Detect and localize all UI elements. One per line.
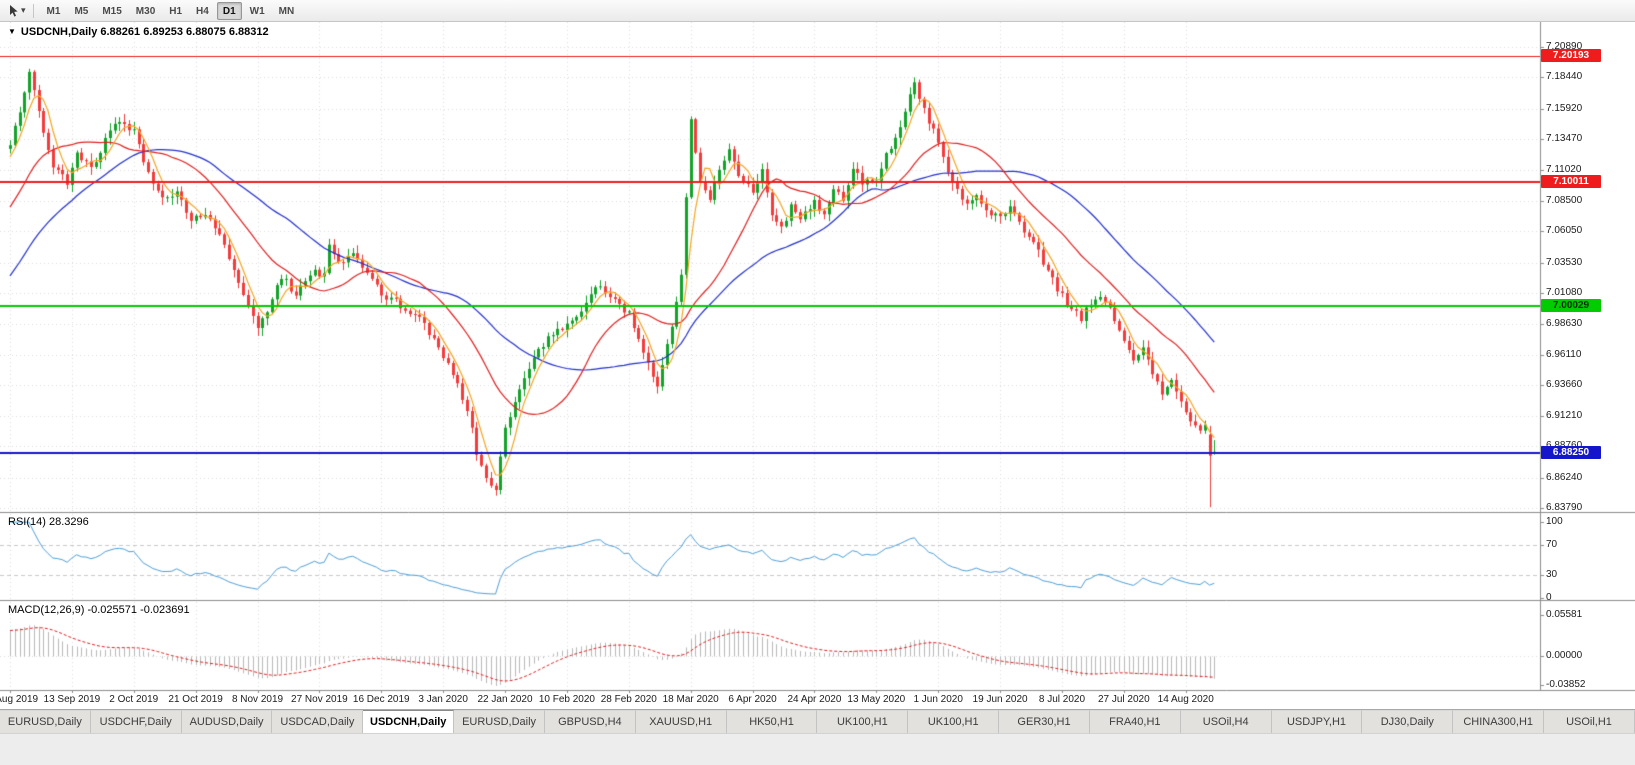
date-axis-label: 27 Jul 2020 [1097, 694, 1150, 705]
hline-price-tag: 7.10011 [1541, 175, 1601, 189]
price-axis-label: 7.15920 [1546, 102, 1583, 114]
timeframe-button-w1[interactable]: W1 [249, 5, 265, 17]
timeframe-button-d1[interactable]: D1 [216, 1, 242, 20]
chart-tab-xauusd-h1[interactable]: XAUUSD,H1 [635, 710, 727, 733]
price-axis-label: 6.98630 [1546, 317, 1583, 329]
rsi-level-label: 30 [1546, 569, 1558, 581]
chart-menu-icon[interactable]: ▼ [8, 27, 16, 36]
timeframe-button-m15[interactable]: M15 [102, 5, 122, 17]
price-axis-label: 6.91210 [1546, 409, 1583, 421]
price-axis-label: 6.96110 [1546, 348, 1582, 360]
status-bar [0, 733, 1635, 765]
timeframe-button-h4[interactable]: H4 [196, 5, 209, 17]
date-axis-label: 10 Feb 2020 [538, 694, 595, 705]
date-axis-label: 8 Jul 2020 [1038, 694, 1086, 705]
price-axis-label: 7.20890 [1546, 41, 1583, 52]
timeframe-button-m30[interactable]: M30 [135, 5, 156, 17]
dropdown-caret-icon: ▾ [21, 5, 26, 15]
date-axis-label: 13 May 2020 [847, 694, 906, 705]
price-axis-label: 7.08500 [1546, 194, 1583, 206]
chart-tab-uk100-h1[interactable]: UK100,H1 [908, 710, 1000, 733]
date-axis-label: 2 Oct 2019 [109, 694, 159, 705]
chart-tabs: EURUSD,Daily USDCHF,Daily AUDUSD,Daily USDC… [0, 709, 1635, 733]
chart-tab-audusd-daily[interactable]: AUDUSD,Daily [181, 710, 273, 733]
chart-title-bar: ▼ USDCNH,Daily 6.88261 6.89253 6.88075 6.… [8, 26, 269, 38]
price-axis-label: 6.93660 [1546, 379, 1583, 391]
timeframe-button-m5[interactable]: M5 [74, 5, 89, 17]
top-toolbar: ▾ M1 M5 M15 M30 H1 H4 D1 W1 MN [0, 0, 1635, 22]
pointer-icon [10, 4, 18, 17]
price-axis-label: 6.83790 [1546, 502, 1583, 513]
date-axis-label: 13 Sep 2019 [43, 694, 101, 705]
rsi-level-label: 70 [1546, 538, 1558, 550]
rsi-level-label: 100 [1546, 516, 1563, 527]
rsi-level-label: 0 [1546, 592, 1552, 603]
date-axis-label: 14 Aug 2020 [1157, 694, 1214, 705]
chart-tab-eurusd-daily[interactable]: EURUSD,Daily [454, 710, 545, 733]
hline-price-tag: 7.20193 [1541, 48, 1601, 62]
macd-level-label: 0.05581 [1546, 609, 1583, 620]
price-axis-label: 7.03530 [1546, 256, 1583, 268]
timeframe-buttons: M1 M5 M15 M30 H1 H4 D1 W1 MN [40, 1, 302, 20]
chart-tab-china300-h1[interactable]: CHINA300,H1 [1453, 710, 1545, 733]
hline-price-tag: 7.00029 [1541, 299, 1601, 313]
price-axis-label: 7.01080 [1546, 287, 1583, 299]
price-axis-label: 7.06050 [1546, 225, 1583, 237]
date-axis-label: 19 Jun 2020 [972, 694, 1028, 705]
price-axis-label: 7.11020 [1546, 163, 1582, 175]
date-axis-label: 28 Feb 2020 [600, 694, 657, 705]
chart-canvas[interactable] [0, 22, 1635, 709]
chart-tab-dj30-daily[interactable]: DJ30,Daily [1362, 710, 1454, 733]
chart-window: ▼ USDCNH,Daily 6.88261 6.89253 6.88075 6.… [0, 22, 1635, 709]
chart-tab-uk100-h1[interactable]: UK100,H1 [817, 710, 909, 733]
date-axis-label: 27 Nov 2019 [291, 694, 348, 705]
date-axis-label: 6 Apr 2020 [728, 694, 777, 705]
date-axis-label: 1 Jun 2020 [913, 694, 963, 705]
chart-tab-usdcad-daily[interactable]: USDCAD,Daily [272, 710, 364, 733]
date-axis-label: 8 Nov 2019 [231, 694, 284, 705]
macd-indicator-label: MACD(12,26,9) -0.025571 -0.023691 [8, 604, 190, 616]
date-axis-label: 18 Mar 2020 [662, 694, 719, 705]
chart-tab-usdjpy-h1[interactable]: USDJPY,H1 [1271, 710, 1363, 733]
date-axis-label: 26 Aug 2019 [0, 694, 39, 705]
chart-tab-hk50-h1[interactable]: HK50,H1 [726, 710, 818, 733]
rsi-indicator-label: RSI(14) 28.3296 [8, 516, 89, 528]
date-axis-label: 3 Jan 2020 [418, 694, 468, 705]
toolbar-separator [32, 3, 34, 18]
date-axis-label: 16 Dec 2019 [352, 694, 410, 705]
cursor-tool-button[interactable]: ▾ [5, 2, 28, 20]
price-axis-label: 6.86240 [1546, 471, 1583, 483]
chart-tab-ger30-h1[interactable]: GER30,H1 [999, 710, 1090, 733]
chart-tab-usdchf-daily[interactable]: USDCHF,Daily [90, 710, 182, 733]
timeframe-button-mn[interactable]: MN [278, 5, 295, 17]
chart-tab-eurusd-daily[interactable]: EURUSD,Daily [0, 710, 91, 733]
chart-tab-usdcnh-daily[interactable]: USDCNH,Daily [363, 710, 455, 733]
date-axis-label: 21 Oct 2019 [168, 694, 223, 705]
date-axis-label: 22 Jan 2020 [477, 694, 533, 705]
macd-level-label: 0.00000 [1546, 650, 1583, 662]
chart-title: USDCNH,Daily 6.88261 6.89253 6.88075 6.8… [20, 26, 269, 38]
chart-tab-usoil-h1[interactable]: USOil,H1 [1544, 710, 1635, 733]
price-axis-label: 7.13470 [1546, 133, 1583, 145]
chart-tab-usoil-h4[interactable]: USOil,H4 [1180, 710, 1272, 733]
price-axis-label: 7.18440 [1546, 71, 1583, 83]
macd-level-label: -0.03852 [1546, 679, 1586, 690]
timeframe-button-m1[interactable]: M1 [46, 5, 61, 17]
hline-price-tag: 6.88250 [1541, 445, 1601, 459]
chart-tab-gbpusd-h4[interactable]: GBPUSD,H4 [544, 710, 636, 733]
chart-tab-fra40-h1[interactable]: FRA40,H1 [1089, 710, 1181, 733]
date-axis-label: 24 Apr 2020 [787, 694, 842, 705]
timeframe-button-h1[interactable]: H1 [169, 5, 183, 17]
